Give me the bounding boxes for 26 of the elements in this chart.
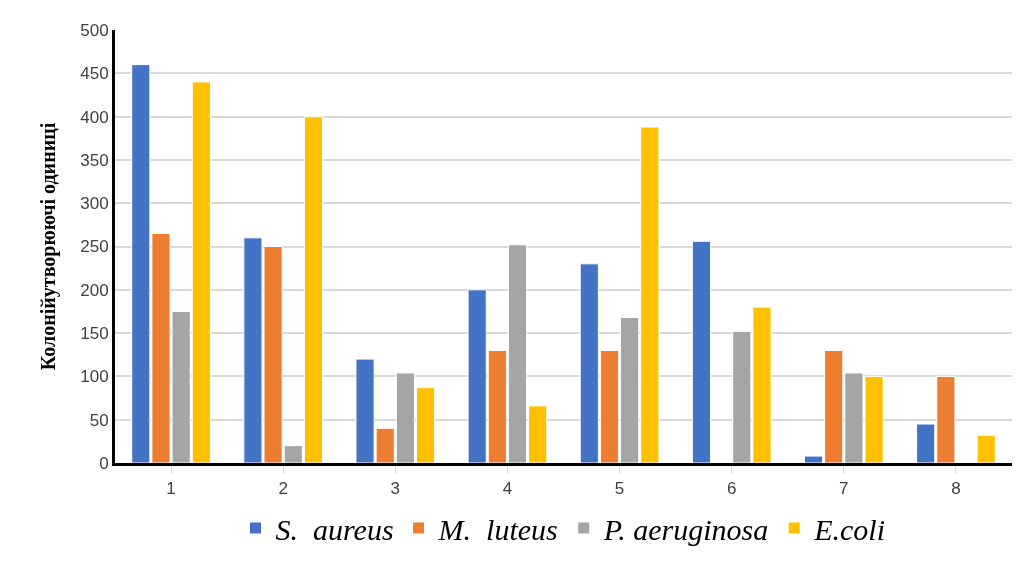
x-tick-label: 5 bbox=[614, 479, 625, 499]
legend-label: M. luteus bbox=[437, 512, 558, 546]
y-tick-label: 150 bbox=[80, 324, 109, 344]
y-tick-label: 100 bbox=[80, 367, 109, 387]
y-tick-label: 50 bbox=[89, 410, 109, 430]
y-tick-label: 400 bbox=[80, 107, 109, 127]
bar bbox=[691, 240, 711, 463]
x-tick-label: 4 bbox=[502, 479, 513, 499]
y-tick-label: 200 bbox=[80, 280, 109, 300]
bar bbox=[976, 434, 996, 463]
y-tick-label: 300 bbox=[80, 194, 109, 214]
y-axis-title: Колонійутворюючі одиниці bbox=[36, 122, 60, 371]
y-tick-label: 0 bbox=[99, 453, 109, 473]
x-tick-label: 3 bbox=[390, 479, 401, 499]
legend-label: E.coli bbox=[813, 512, 885, 546]
legend-label: P. aeruginosa bbox=[602, 512, 769, 546]
x-tick-label: 1 bbox=[166, 479, 176, 499]
legend-label: S. aureus bbox=[275, 512, 394, 546]
x-tick-label: 6 bbox=[726, 479, 737, 499]
x-tick-label: 7 bbox=[839, 479, 849, 499]
y-tick-label: 250 bbox=[80, 237, 109, 257]
x-tick-label: 8 bbox=[951, 479, 961, 499]
y-tick-label: 350 bbox=[80, 150, 109, 170]
x-tick-label: 2 bbox=[278, 479, 288, 499]
y-tick-label: 500 bbox=[80, 20, 109, 40]
y-tick-label: 450 bbox=[80, 64, 109, 84]
